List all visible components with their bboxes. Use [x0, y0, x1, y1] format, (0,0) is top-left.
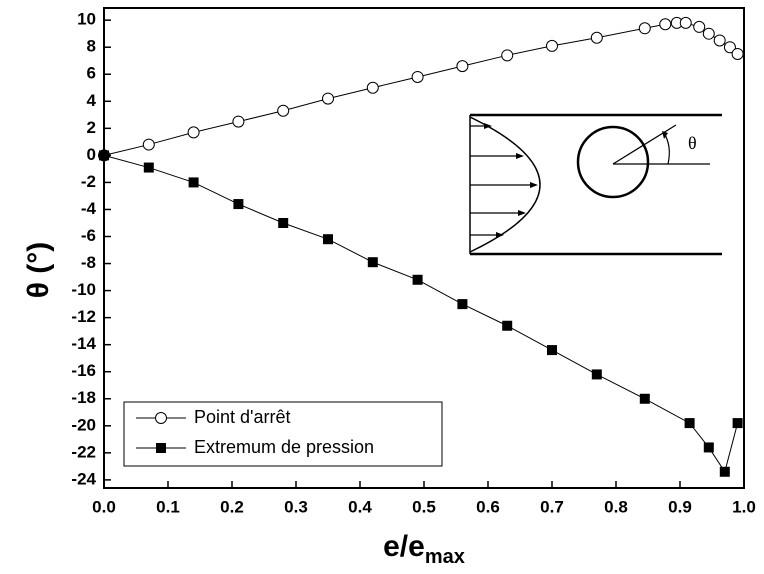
marker — [366, 81, 379, 94]
inset-label: θ — [688, 133, 697, 153]
marker — [411, 70, 424, 83]
marker — [659, 18, 672, 31]
x-tick-label: 0.9 — [668, 497, 692, 516]
y-tick-label: -12 — [71, 307, 96, 326]
y-tick-label: -10 — [71, 280, 96, 299]
y-tick-label: 10 — [77, 10, 96, 29]
legend-marker — [155, 412, 167, 424]
marker — [322, 92, 334, 105]
marker — [457, 299, 468, 310]
x-tick-label: 0.6 — [476, 497, 500, 516]
marker — [502, 320, 513, 331]
marker — [323, 234, 333, 245]
legend-label: Point d'arrêt — [194, 407, 291, 427]
y-tick-label: 4 — [87, 91, 97, 110]
marker — [143, 162, 154, 173]
marker — [99, 150, 109, 161]
y-tick-label: -4 — [81, 199, 97, 218]
marker — [590, 31, 603, 44]
marker — [501, 49, 514, 62]
y-tick-label: 0 — [87, 145, 96, 164]
marker — [693, 20, 706, 33]
marker — [142, 138, 155, 151]
y-tick-label: 6 — [87, 64, 96, 83]
x-label-sub: max — [425, 546, 465, 568]
marker — [278, 217, 289, 228]
y-tick-label: -18 — [71, 388, 96, 407]
marker — [456, 60, 469, 73]
x-tick-label: 0.1 — [156, 497, 180, 516]
x-tick-label: 0.5 — [412, 497, 436, 516]
x-tick-label: 0.4 — [348, 497, 372, 516]
y-tick-label: -24 — [71, 469, 96, 488]
y-tick-label: -22 — [71, 442, 96, 461]
legend-marker — [156, 443, 166, 453]
x-tick-label: 1.0 — [732, 497, 756, 516]
x-tick-label: 0.8 — [604, 497, 628, 516]
marker — [684, 418, 695, 429]
inset-diagram — [469, 113, 722, 256]
marker — [546, 39, 558, 52]
series-line — [103, 22, 738, 156]
y-tick-label: -20 — [71, 415, 96, 434]
marker — [639, 393, 650, 404]
x-tick-label: 0.7 — [540, 497, 564, 516]
marker — [703, 442, 714, 453]
y-tick-label: -2 — [81, 172, 96, 191]
marker — [702, 27, 715, 40]
y-tick-label: -8 — [81, 253, 96, 272]
marker — [679, 16, 692, 29]
legend-box — [123, 401, 443, 467]
marker — [713, 34, 726, 47]
y-tick-label: -6 — [81, 226, 96, 245]
marker — [232, 115, 245, 128]
x-tick-label: 0.3 — [284, 497, 308, 516]
x-tick-label: 0.0 — [92, 497, 116, 516]
x-label-main: e/e — [383, 530, 425, 563]
y-tick-label: 2 — [87, 118, 96, 137]
y-tick-label: -16 — [71, 361, 96, 380]
y-axis-label: θ (°) — [22, 242, 55, 299]
marker — [547, 345, 557, 356]
marker — [638, 22, 651, 35]
legend-label: Extremum de pression — [194, 437, 374, 457]
marker — [731, 47, 744, 60]
marker — [723, 41, 736, 54]
x-axis-label: e/emax — [383, 530, 465, 568]
marker — [412, 274, 423, 285]
marker — [719, 466, 730, 477]
marker — [367, 257, 378, 268]
marker — [187, 126, 200, 139]
marker — [591, 369, 602, 380]
x-tick-label: 0.2 — [220, 497, 244, 516]
marker — [732, 418, 743, 429]
y-tick-label: -14 — [71, 334, 96, 353]
y-tick-label: 8 — [87, 37, 96, 56]
marker — [188, 177, 199, 188]
marker — [233, 199, 244, 210]
marker — [277, 104, 290, 117]
